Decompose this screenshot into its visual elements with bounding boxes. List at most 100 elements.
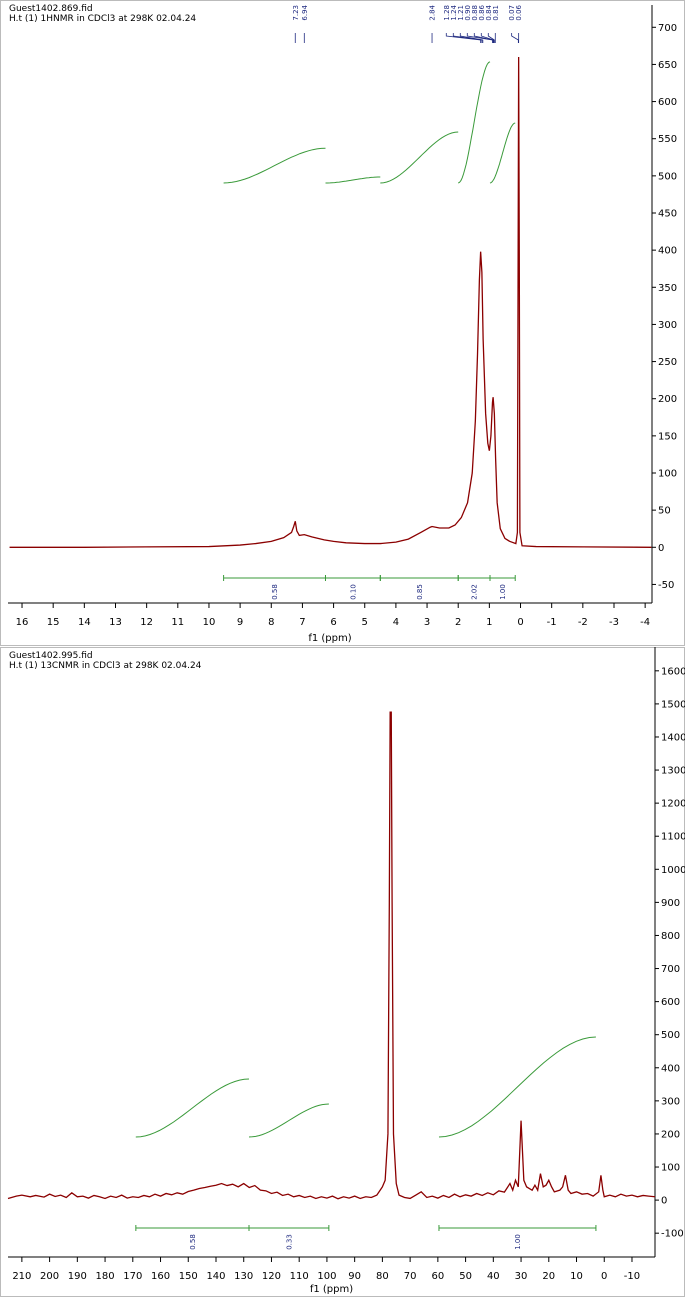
experiment-info: H.t (1) 1HNMR in CDCl3 at 298K 02.04.24 [9, 14, 196, 24]
x-tick-label: -10 [624, 1271, 640, 1282]
x-tick-label: 120 [262, 1271, 281, 1282]
integral-curve [135, 1078, 250, 1138]
y-tick-label: 400 [661, 1063, 680, 1074]
integral-curve [223, 147, 326, 184]
integral-value: 0.58 [189, 1234, 197, 1250]
x-tick-label: 3 [424, 617, 430, 628]
peak-connector [473, 33, 494, 43]
x-tick-label: 0 [601, 1271, 607, 1282]
spectrum-line [9, 56, 652, 548]
y-tick-label: 600 [658, 97, 677, 108]
x-tick-label: 180 [96, 1271, 115, 1282]
experiment-info: H.t (1) 13CNMR in CDCl3 at 298K 02.04.24 [9, 661, 202, 671]
integral-curve [380, 131, 459, 184]
x-tick-label: 8 [268, 617, 274, 628]
x-tick-label: 20 [542, 1271, 555, 1282]
x-tick-label: -2 [578, 617, 588, 628]
x-tick-label: 7 [299, 617, 305, 628]
x-axis-label: f1 (ppm) [310, 1284, 353, 1295]
y-tick-label: 1600 [661, 666, 685, 677]
x-axis-label: f1 (ppm) [308, 633, 351, 644]
y-tick-label: 650 [658, 60, 677, 71]
y-tick-label: 1200 [661, 799, 685, 810]
x-tick-label: 80 [376, 1271, 389, 1282]
peak-label: 0.07 [508, 5, 516, 21]
peak-label: 1.28 [443, 5, 451, 21]
peak-label: 2.84 [429, 4, 437, 20]
integral-curve [438, 1036, 596, 1138]
peak-label: 0.06 [515, 4, 523, 20]
peak-label: 0.84 [485, 4, 493, 20]
x-tick-label: -3 [609, 617, 619, 628]
y-tick-label: 300 [658, 320, 677, 331]
integral-value: 0.10 [349, 584, 357, 600]
y-tick-label: 300 [661, 1096, 680, 1107]
peak-connector [466, 33, 493, 43]
integral-value: 1.00 [499, 584, 507, 600]
x-tick-label: 10 [203, 617, 216, 628]
integral-value: 2.02 [471, 584, 479, 600]
x-tick-label: 50 [459, 1271, 472, 1282]
y-tick-label: 900 [661, 898, 680, 909]
y-tick-label: 150 [658, 431, 677, 442]
x-tick-label: 160 [151, 1271, 170, 1282]
x-tick-label: 90 [348, 1271, 361, 1282]
y-tick-label: 50 [658, 506, 671, 517]
y-tick-label: 800 [661, 931, 680, 942]
x-tick-label: 70 [404, 1271, 417, 1282]
x-tick-label: 15 [47, 617, 60, 628]
y-tick-label: 200 [658, 394, 677, 405]
y-tick-label: 1000 [661, 865, 685, 876]
x-tick-label: 210 [12, 1271, 31, 1282]
peak-connector [487, 33, 495, 43]
y-tick-label: -50 [658, 580, 674, 591]
integral-value: 0.58 [271, 584, 279, 600]
x-tick-label: 16 [16, 617, 29, 628]
y-tick-label: 0 [661, 1196, 667, 1207]
peak-connector [445, 33, 482, 43]
integral-curve [325, 176, 381, 184]
y-tick-label: 250 [658, 357, 677, 368]
peak-label: 0.90 [464, 5, 472, 21]
file-name: Guest1402.869.fid [9, 4, 93, 14]
y-tick-label: 450 [658, 209, 677, 220]
x-tick-label: 2 [455, 617, 461, 628]
y-tick-label: 700 [661, 964, 680, 975]
x-tick-label: 60 [431, 1271, 444, 1282]
y-tick-label: 600 [661, 997, 680, 1008]
integral-curve [489, 122, 516, 184]
peak-label: 7.23 [292, 5, 300, 21]
x-tick-label: 150 [179, 1271, 198, 1282]
y-tick-label: 350 [658, 283, 677, 294]
x-tick-label: 30 [515, 1271, 528, 1282]
x-tick-label: 12 [140, 617, 153, 628]
peak-label: 0.88 [471, 5, 479, 21]
y-tick-label: 100 [661, 1163, 680, 1174]
x-tick-label: 170 [123, 1271, 142, 1282]
integral-curve [248, 1103, 329, 1138]
y-tick-label: 400 [658, 246, 677, 257]
x-tick-label: 200 [40, 1271, 59, 1282]
x-tick-label: 13 [109, 617, 122, 628]
peak-connector [480, 33, 495, 43]
y-tick-label: 1500 [661, 699, 685, 710]
x-tick-label: 40 [487, 1271, 500, 1282]
y-tick-label: 500 [658, 171, 677, 182]
spectrum-line [7, 711, 656, 1200]
y-tick-label: 1100 [661, 832, 685, 843]
file-name: Guest1402.995.fid [9, 651, 93, 661]
x-tick-label: 140 [206, 1271, 225, 1282]
y-tick-label: 200 [661, 1129, 680, 1140]
integral-value: 0.85 [416, 584, 424, 600]
x-tick-label: 1 [486, 617, 492, 628]
x-tick-label: 9 [237, 617, 243, 628]
integral-curve [457, 61, 491, 184]
x-tick-label: 0 [517, 617, 523, 628]
x-tick-label: 100 [317, 1271, 336, 1282]
y-tick-label: 550 [658, 134, 677, 145]
peak-connector [452, 33, 483, 43]
integral-value: 1.00 [514, 1234, 522, 1250]
x-tick-label: 4 [393, 617, 399, 628]
